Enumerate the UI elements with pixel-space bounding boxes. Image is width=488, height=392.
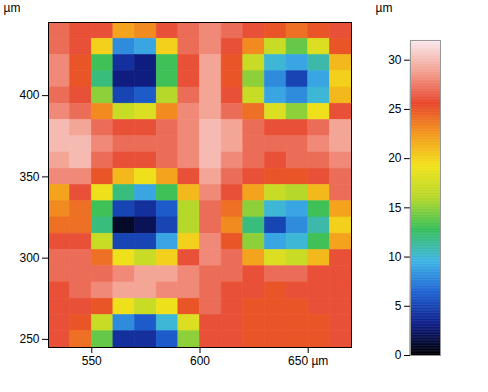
svg-text:10: 10 (388, 250, 402, 264)
svg-text:650 µm: 650 µm (288, 354, 328, 368)
svg-text:550: 550 (82, 354, 102, 368)
svg-text:600: 600 (190, 354, 210, 368)
svg-text:15: 15 (388, 201, 402, 215)
svg-text:25: 25 (388, 102, 402, 116)
svg-text:20: 20 (388, 151, 402, 165)
svg-text:300: 300 (19, 251, 39, 265)
svg-text:0: 0 (395, 348, 402, 362)
svg-text:350: 350 (19, 170, 39, 184)
svg-text:250: 250 (19, 332, 39, 346)
svg-text:µm: µm (376, 1, 393, 15)
svg-text:400: 400 (19, 88, 39, 102)
svg-text:µm: µm (4, 1, 21, 15)
svg-text:30: 30 (388, 53, 402, 67)
svg-text:5: 5 (395, 299, 402, 313)
